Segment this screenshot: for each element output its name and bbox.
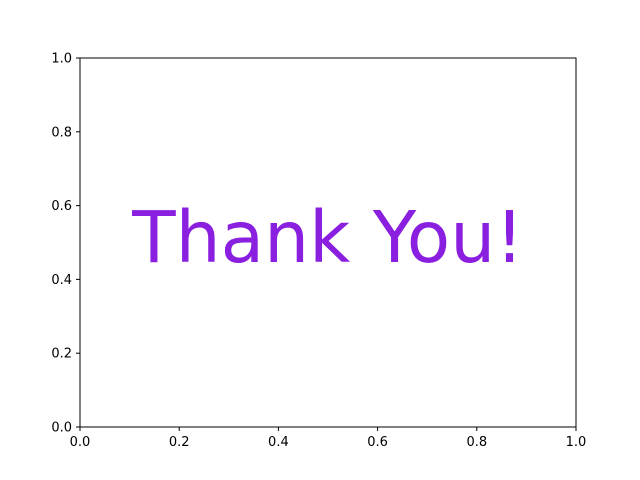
y-tick-label: 0.8	[51, 125, 72, 140]
x-tick-label: 0.6	[367, 435, 388, 450]
x-tick-label: 0.2	[169, 435, 190, 450]
y-axis: 0.0 0.2 0.4 0.6 0.8 1.0	[51, 52, 80, 436]
x-tick-label: 0.0	[70, 435, 91, 450]
y-tick-label: 0.0	[51, 421, 72, 436]
plot-frame	[79, 57, 577, 428]
y-tick-label: 1.0	[51, 52, 72, 67]
y-tick-label: 0.4	[51, 273, 72, 288]
x-tick-label: 0.8	[466, 435, 487, 450]
x-tick-label: 0.4	[268, 435, 289, 450]
x-tick-label: 1.0	[566, 435, 587, 450]
annotation-text: Thank You!	[131, 196, 523, 279]
x-axis: 0.0 0.2 0.4 0.6 0.8 1.0	[70, 427, 587, 450]
annotations: Thank You!	[131, 196, 523, 279]
y-tick-label: 0.6	[51, 199, 72, 214]
plot-area	[80, 58, 576, 427]
y-tick-label: 0.2	[51, 347, 72, 362]
